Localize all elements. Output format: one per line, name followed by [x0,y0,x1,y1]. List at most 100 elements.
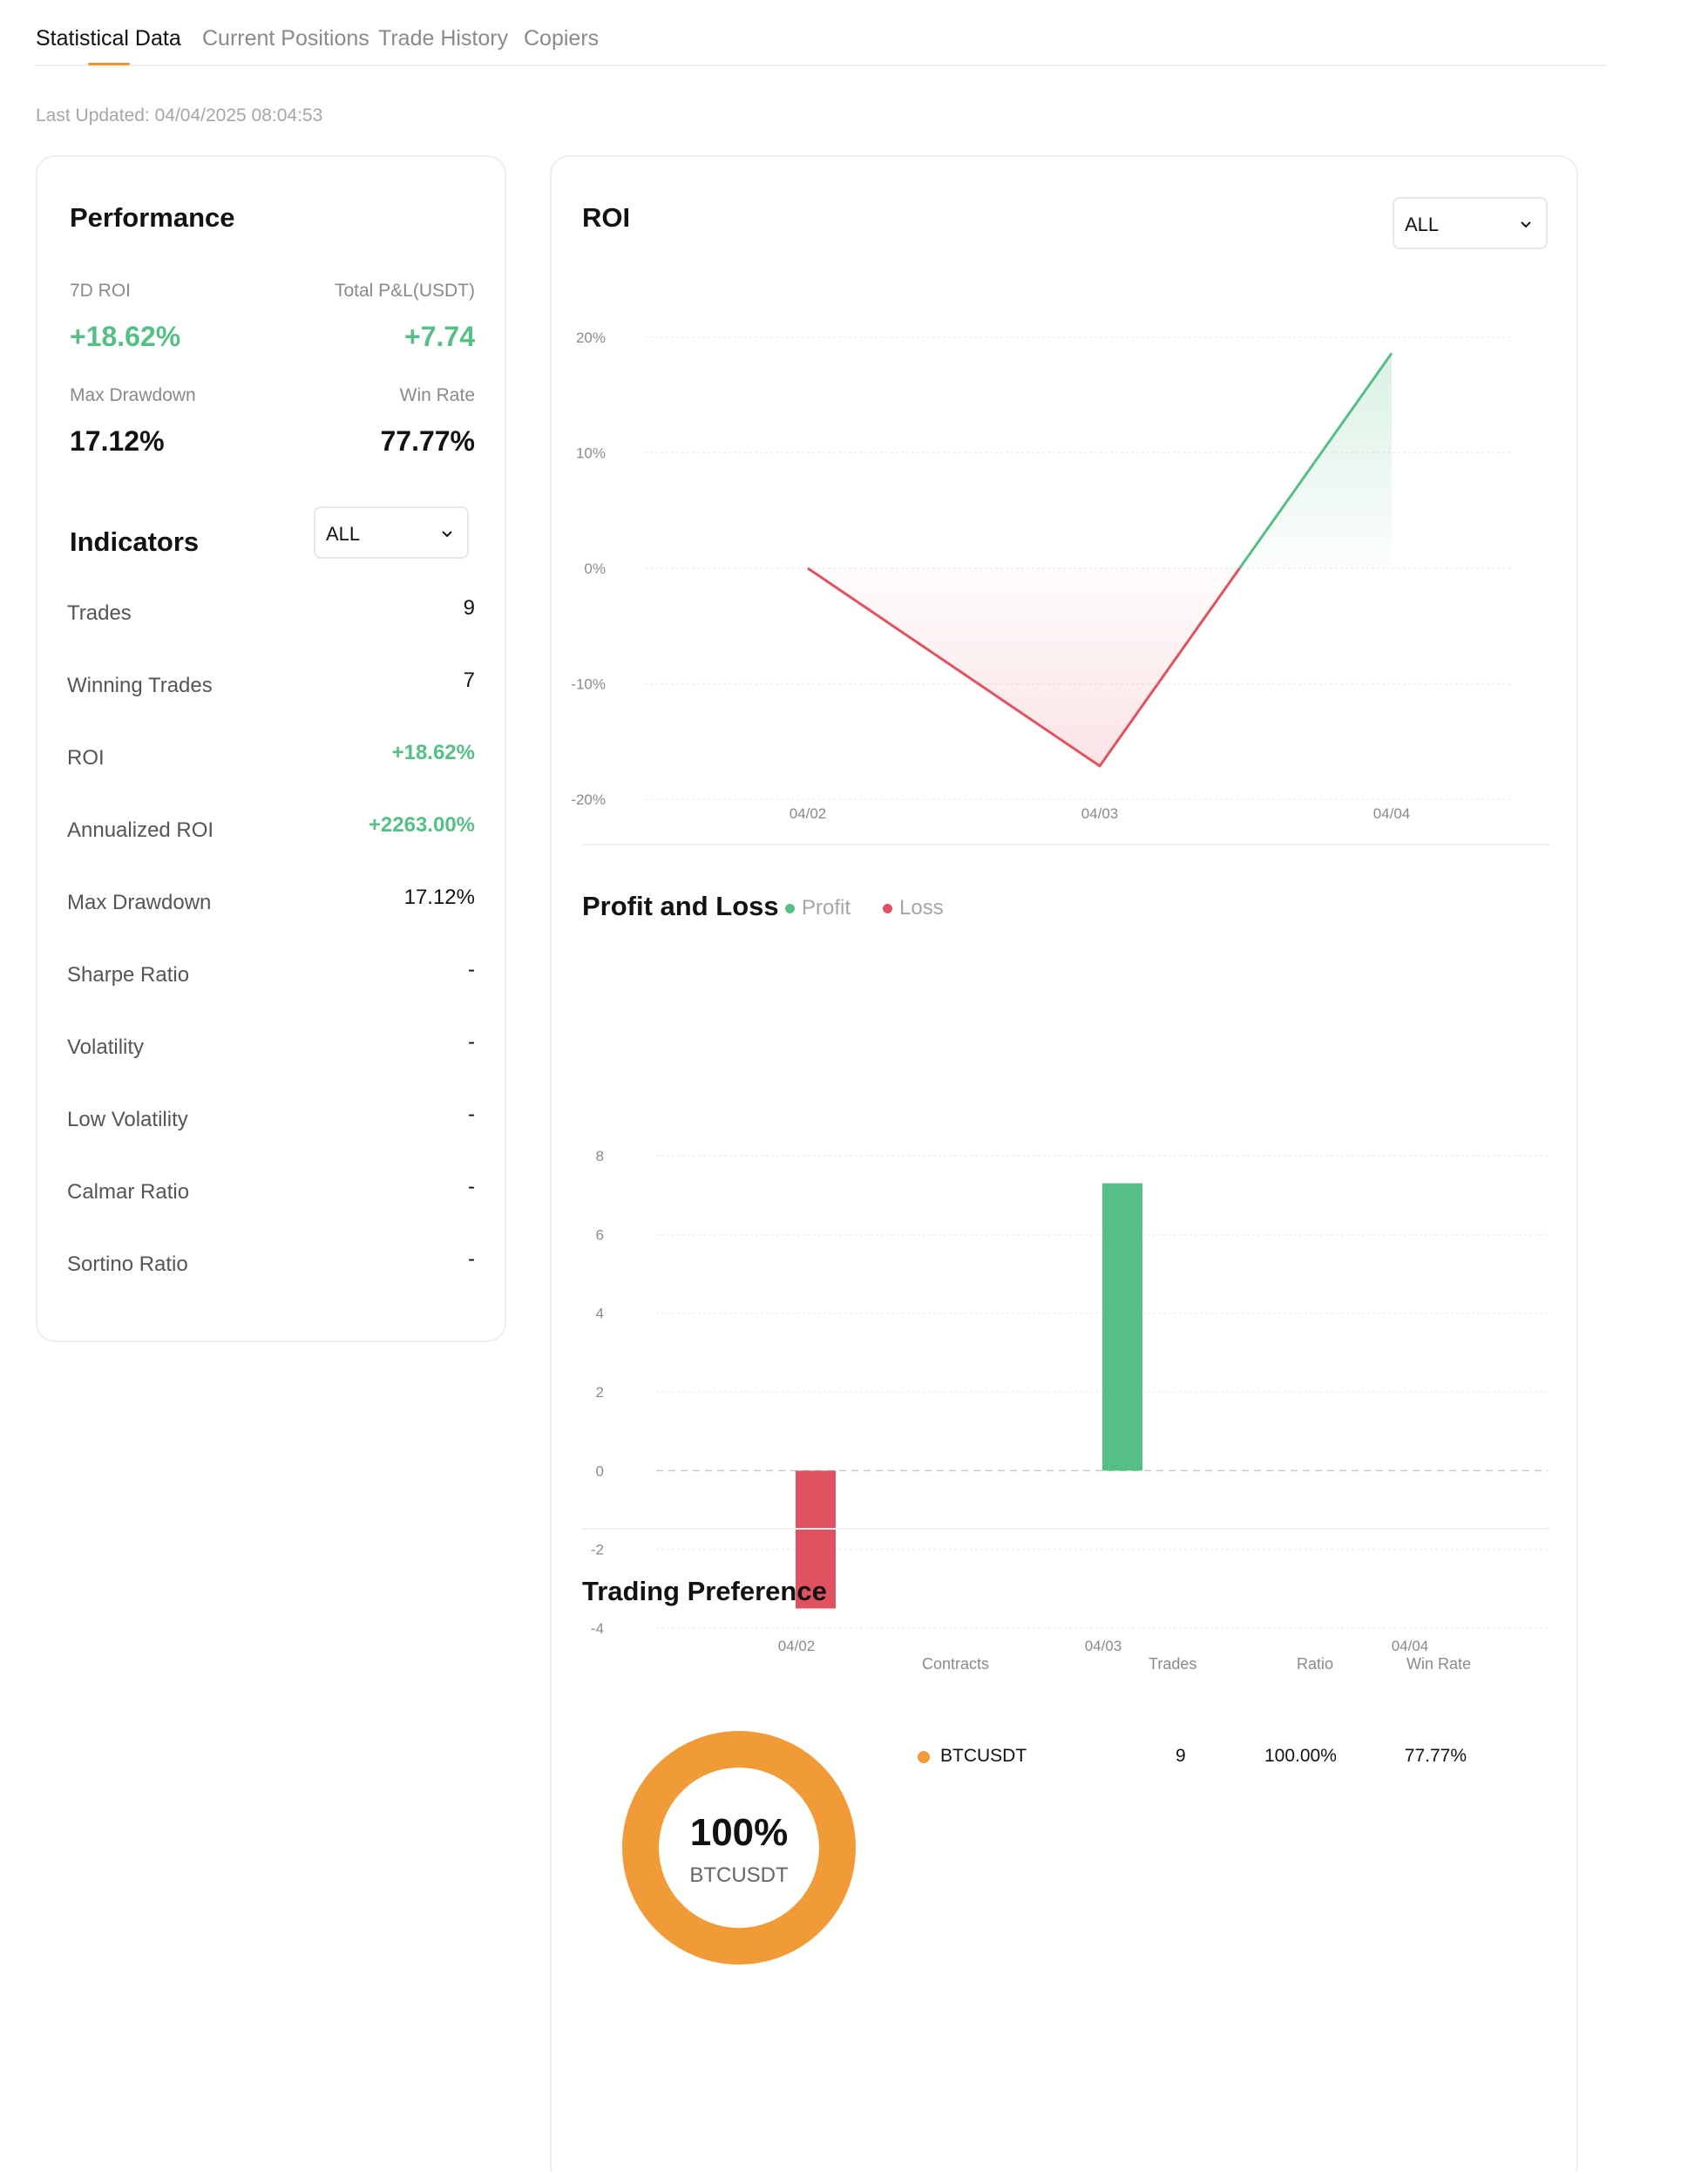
roi-period-select[interactable]: ALL [1393,197,1548,249]
y-tick-label: 0% [584,560,606,577]
indicator-name: Max Drawdown [67,891,212,914]
pref-contract: BTCUSDT [940,1746,1027,1766]
loss-bar [796,1470,836,1609]
pref-title: Trading Preference [582,1576,827,1606]
tab-copiers[interactable]: Copiers [524,26,600,51]
indicator-value: +18.62% [391,741,475,764]
indicator-name: Trades [67,601,132,625]
indicator-value: 9 [463,596,475,620]
max-drawdown-label: Max Drawdown [70,385,196,405]
win-rate-value: 77.77% [380,425,475,457]
y-tick-label: 2 [596,1384,604,1401]
indicator-row: Sortino Ratio - [37,1247,505,1287]
x-tick-label: 04/03 [1081,805,1119,822]
donut-slice [622,1731,856,1965]
tab-statistical-data[interactable]: Statistical Data [36,26,181,51]
indicator-name: Annualized ROI [67,818,214,842]
x-tick-label: 04/02 [778,1638,816,1654]
y-tick-label: -10% [571,676,606,693]
pnl-value: +7.74 [404,321,475,352]
pref-win-rate: 77.77% [1404,1746,1467,1766]
y-tick-label: 0 [596,1463,604,1479]
y-tick-label: 4 [596,1306,604,1322]
pnl-title: Profit and Loss [582,891,779,921]
pref-header-ratio: Ratio [1297,1655,1334,1673]
profit-bar [1102,1183,1142,1471]
indicator-value: - [468,1247,475,1271]
roi-period-value: ALL [1405,214,1440,235]
indicator-value: - [468,958,475,981]
performance-card: Performance 7D ROI Total P&L(USDT) +18.6… [36,155,506,1342]
indicator-name: Low Volatility [67,1108,188,1131]
loss-dot-icon [883,904,892,914]
chevron-down-icon [1521,221,1531,228]
indicator-name: Sharpe Ratio [67,963,190,987]
loss-area [808,568,1240,766]
charts-card: ROI ALL 20% 10% 0% -10% -20% 04/02 04/03 04/04 … [550,155,1578,2172]
pref-trades: 9 [1176,1746,1186,1766]
x-tick-label: 04/04 [1392,1638,1429,1654]
tab-bar: Statistical Data Current Positions Trade… [36,0,1606,66]
last-updated-text: Last Updated: 04/04/2025 08:04:53 [36,105,323,126]
y-tick-label: 8 [596,1148,604,1164]
profit-area [1239,353,1392,568]
x-tick-label: 04/04 [1373,805,1411,822]
pref-header-win-rate: Win Rate [1406,1655,1472,1673]
donut-percent: 100% [689,1811,789,1854]
performance-title: Performance [70,202,235,233]
roi-7d-value: +18.62% [70,321,181,352]
active-tab-indicator [88,63,130,65]
roi-7d-label: 7D ROI [70,281,132,301]
indicators-period-select[interactable]: ALL [314,506,469,559]
pnl-bar-chart: 8 6 4 2 0 -2 -4 04/02 04/03 04/04 [591,1148,1548,1654]
y-tick-label: 6 [596,1226,604,1243]
legend-loss: Loss [883,896,944,920]
indicator-value: - [468,1175,475,1198]
indicators-title: Indicators [70,526,200,557]
roi-line-negative [807,567,1241,768]
indicator-value: 7 [463,669,475,692]
indicator-name: Calmar Ratio [67,1180,190,1204]
tab-current-positions[interactable]: Current Positions [202,26,369,51]
pref-header-trades: Trades [1149,1655,1197,1673]
x-tick-label: 04/02 [790,805,827,822]
indicator-value: +2263.00% [368,813,475,837]
indicators-period-value: ALL [326,523,361,545]
pref-header-contracts: Contracts [922,1655,990,1673]
indicator-row: ROI +18.62% [37,741,505,781]
indicator-value: 17.12% [403,886,475,909]
legend-profit: Profit [785,896,851,920]
indicator-name: Sortino Ratio [67,1252,188,1276]
section-divider [582,1528,1549,1530]
indicator-row: Max Drawdown 17.12% [37,886,505,926]
roi-title: ROI [582,202,631,233]
indicator-name: Volatility [67,1035,145,1059]
indicator-row: Annualized ROI +2263.00% [37,813,505,853]
indicator-value: - [468,1030,475,1054]
trading-preference-donut [622,1731,856,1965]
section-divider [582,844,1549,845]
chevron-down-icon [442,531,452,538]
win-rate-label: Win Rate [399,385,475,405]
x-tick-label: 04/03 [1085,1638,1122,1654]
indicator-value: - [468,1103,475,1126]
donut-label: BTCUSDT [689,1863,789,1887]
indicator-name: ROI [67,746,105,770]
indicator-row: Low Volatility - [37,1103,505,1143]
pnl-label: Total P&L(USDT) [334,281,475,301]
indicator-row: Winning Trades 7 [37,669,505,709]
contract-color-dot-icon [918,1751,930,1763]
indicator-row: Calmar Ratio - [37,1175,505,1215]
indicator-row: Volatility - [37,1030,505,1070]
indicator-row: Sharpe Ratio - [37,958,505,998]
roi-line-positive [1238,352,1393,569]
pref-ratio: 100.00% [1264,1746,1337,1766]
y-tick-label: 10% [576,445,606,462]
max-drawdown-value: 17.12% [70,425,165,457]
indicator-name: Winning Trades [67,674,213,697]
y-tick-label: 20% [576,329,606,346]
profit-dot-icon [785,904,795,914]
indicator-row: Trades 9 [37,596,505,636]
y-tick-label: -2 [591,1542,604,1558]
tab-trade-history[interactable]: Trade History [378,26,509,51]
